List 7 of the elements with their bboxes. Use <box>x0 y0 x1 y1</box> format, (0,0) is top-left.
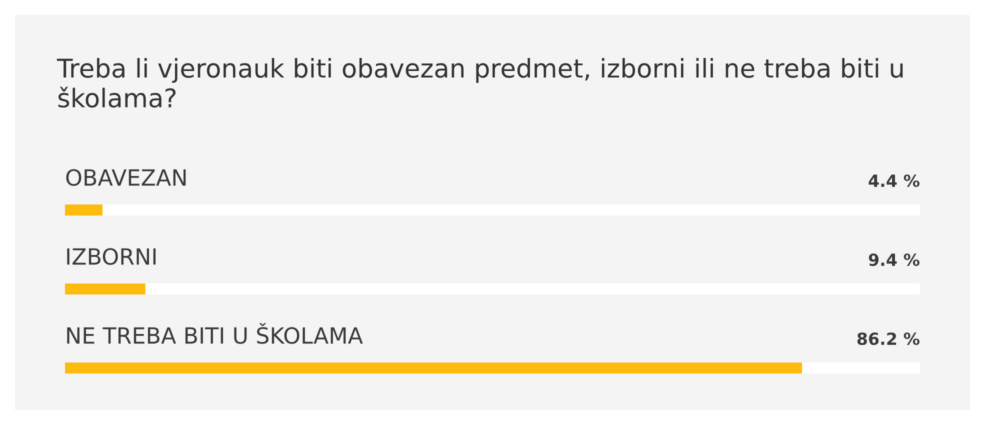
y-tick-label: IZBORNI <box>67 248 156 265</box>
y-tick-label: NE TREBA BITI U ŠKOLAMA <box>67 322 363 344</box>
data-label: 4.4 % <box>868 174 920 188</box>
chart-title: Treba li vjeronauk biti obavezan predmet, izborni ili ne treba biti u školama? <box>56 58 903 108</box>
data-label: 9.4 % <box>868 253 920 266</box>
data-label: 86.2 % <box>857 332 920 346</box>
y-tick-label: OBAVEZAN <box>66 169 186 186</box>
